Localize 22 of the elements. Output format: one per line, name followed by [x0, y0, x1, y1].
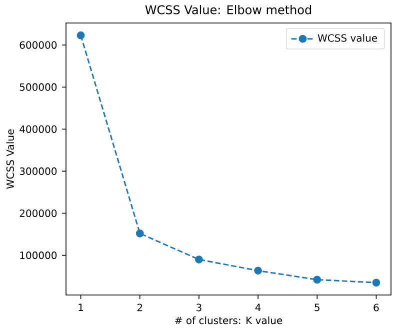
x-tick-label: 6 [374, 304, 379, 312]
point [76, 31, 85, 40]
x-tick-label: 5 [314, 304, 320, 312]
point [254, 266, 262, 275]
x-tick-label: 3 [196, 304, 202, 312]
y-tick-label: 500000 [20, 83, 57, 91]
point [313, 276, 322, 284]
x-tick-label: 1 [78, 304, 84, 311]
chart-title: WCSS Value: Elbow method [145, 5, 312, 14]
y-tick-label: 200000 [20, 209, 57, 218]
y-tick-label: 600000 [20, 41, 57, 49]
point [372, 278, 380, 287]
y-axis-title: WCSS Value [6, 129, 14, 189]
legend-label: WCSS value [318, 34, 378, 42]
point [195, 256, 203, 264]
x-tick-label: 4 [255, 304, 261, 311]
y-tick-label: 400000 [20, 125, 57, 133]
y-tick-label: 100000 [20, 252, 57, 260]
x-axis-title: # of clusters: K value [175, 316, 282, 324]
y-tick-label: 300000 [20, 167, 57, 175]
point [136, 229, 144, 238]
x-tick-label: 2 [137, 304, 142, 312]
